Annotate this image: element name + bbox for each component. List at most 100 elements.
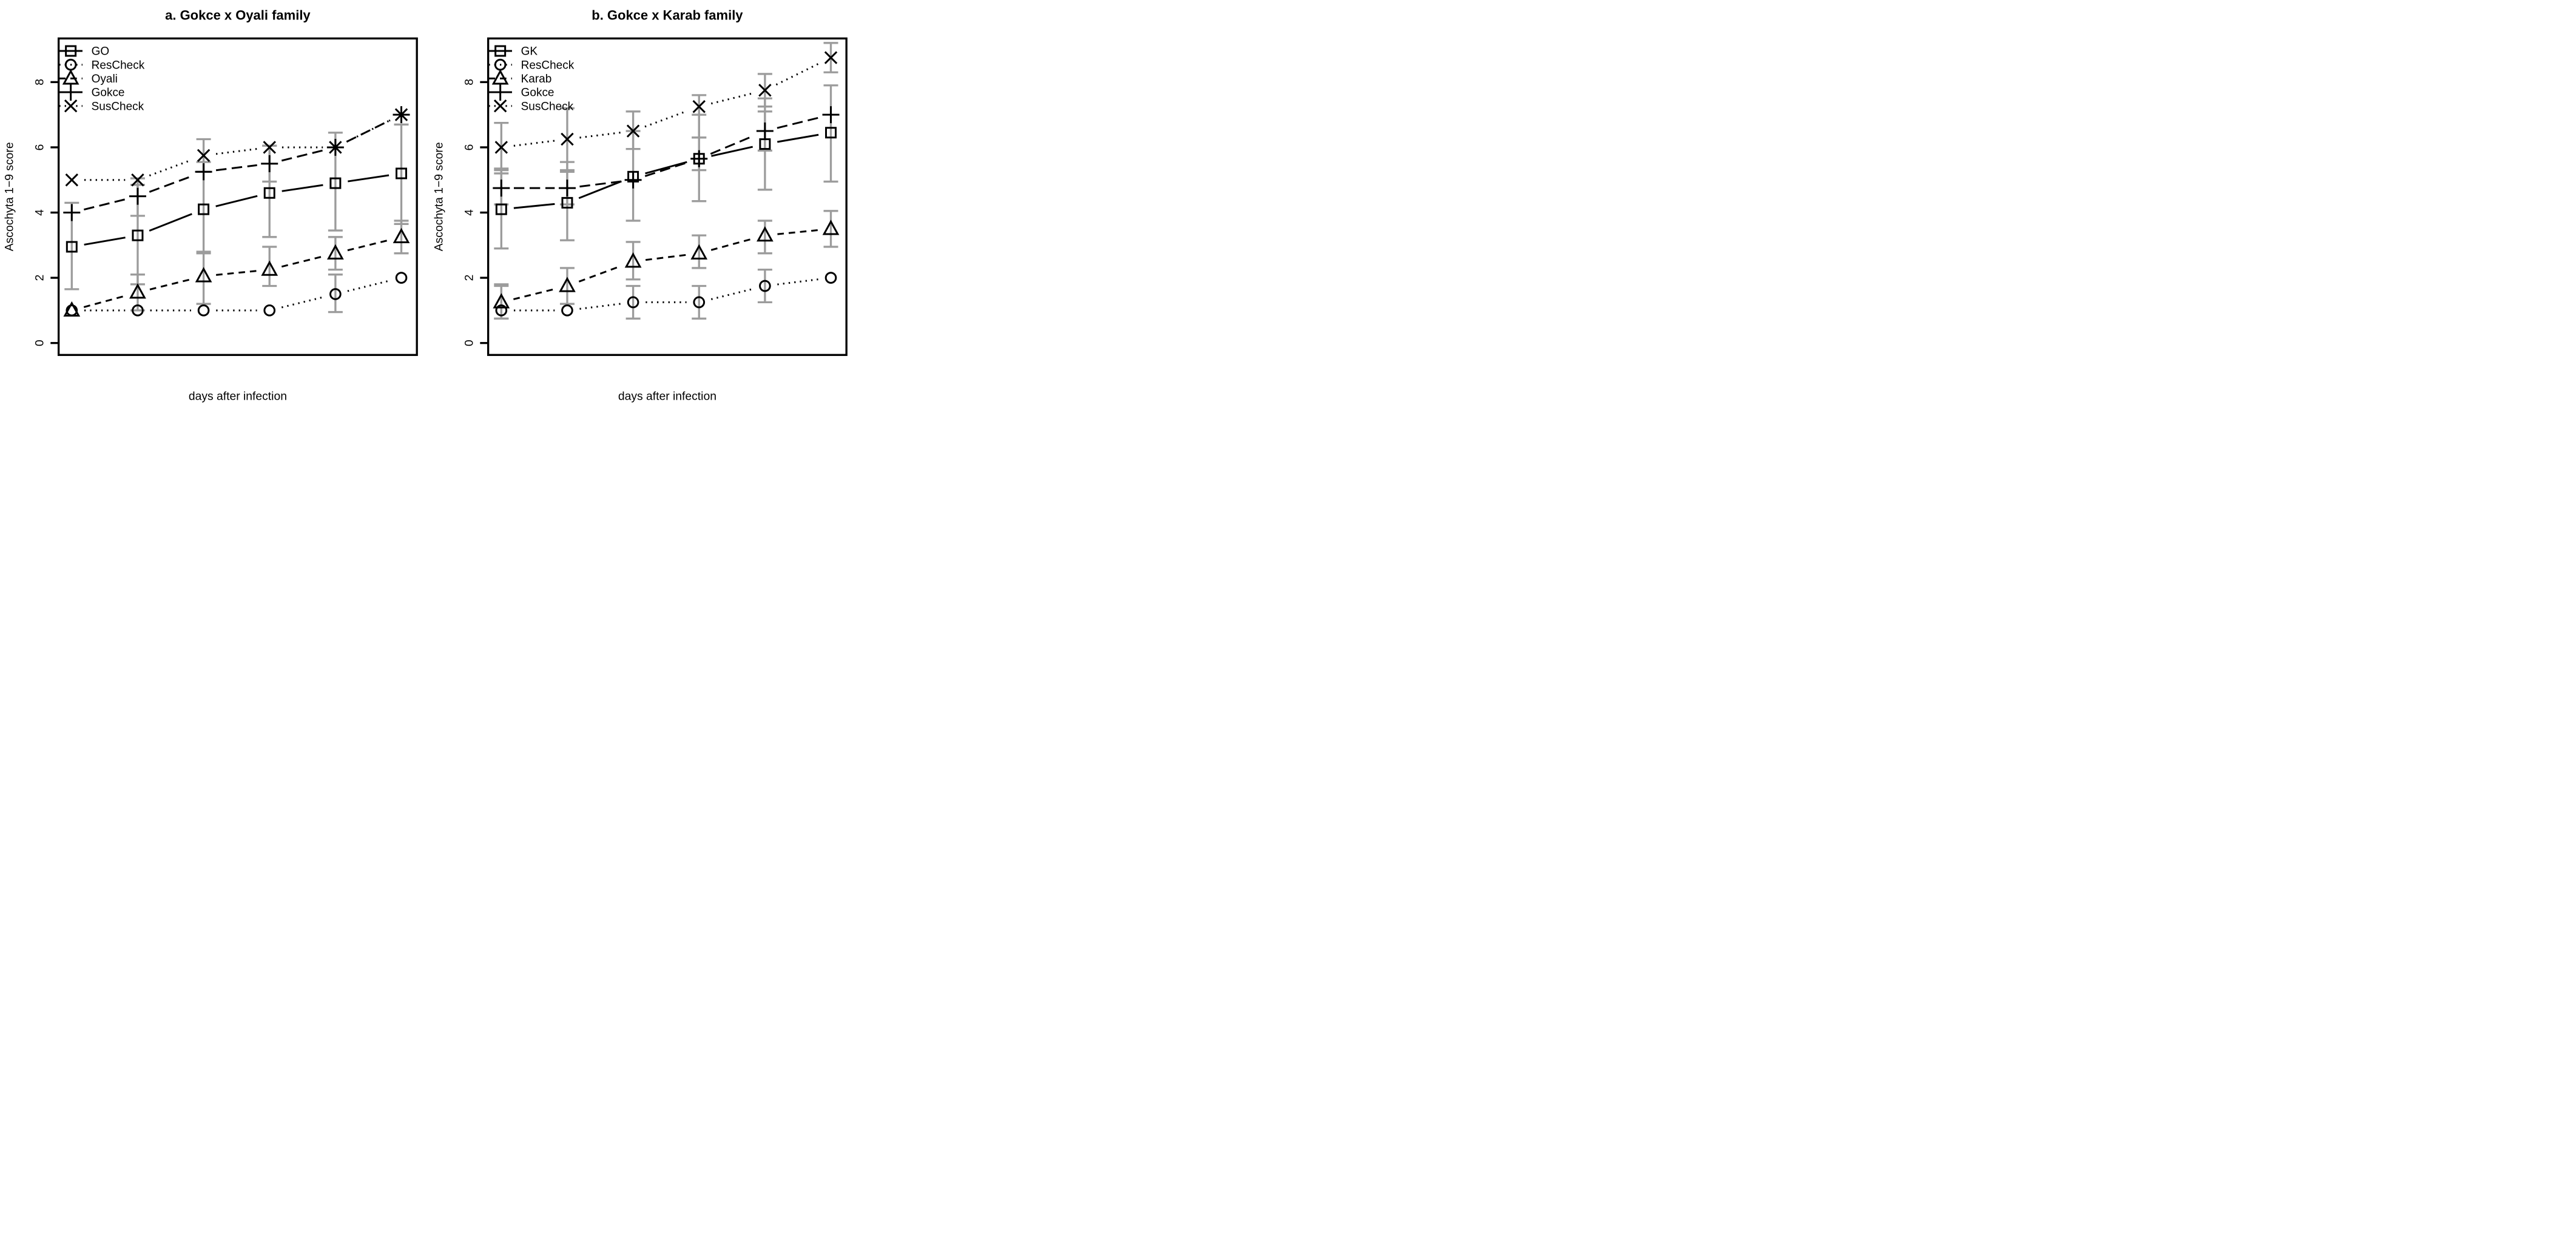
y-tick-label: 0: [463, 340, 476, 346]
SusCheck-cross-marker: [692, 99, 706, 113]
Gokce-plus-marker: [63, 204, 81, 221]
y-tick-label: 4: [463, 209, 476, 216]
panel-b-y-axis-label: Ascochyta 1−9 score: [433, 142, 445, 251]
GO-square-marker: [66, 241, 78, 253]
panel-a-y-axis-label: Ascochyta 1−9 score: [3, 142, 16, 251]
Oyali-triangle-marker: [327, 244, 344, 260]
Gokce-line-segment: [149, 175, 192, 193]
legend-label: ResCheck: [92, 59, 145, 72]
Oyali-triangle-marker: [393, 227, 410, 243]
GO-square-marker: [132, 229, 144, 241]
panel-b-title: b. Gokce x Karab family: [592, 8, 743, 23]
Gokce-plus-marker: [195, 163, 212, 181]
Karab-triangle-marker: [492, 293, 510, 309]
GK-line-segment: [578, 180, 622, 200]
Oyali-triangle-marker: [129, 283, 146, 299]
legend-label: ResCheck: [521, 59, 574, 72]
Oyali-triangle-marker: [195, 267, 212, 283]
GO-line-segment: [215, 195, 258, 207]
GO-square-marker: [396, 167, 408, 180]
panel-a-x-axis-label: days after infection: [189, 390, 287, 403]
SusCheck-cross-marker: [626, 124, 639, 138]
GO-square-marker: [198, 203, 210, 215]
panel-a-legend: GO ResCheck Oyali Gokce SusCheck: [92, 45, 145, 113]
SusCheck-line-segment: [346, 119, 391, 143]
y-tick-label: 4: [33, 209, 46, 216]
Oyali-line-segment: [347, 239, 389, 252]
SusCheck-cross-marker: [65, 173, 79, 187]
SusCheck-cross-marker: [394, 108, 408, 121]
Karab-line-segment: [710, 238, 753, 251]
Gokce-line-segment: [84, 198, 126, 210]
Karab-triangle-marker: [690, 244, 707, 260]
ResCheck-circle-marker: [824, 272, 837, 284]
y-tick-label: 8: [33, 79, 46, 86]
plot-box: [487, 37, 848, 356]
legend-plus-marker: [62, 84, 79, 101]
chart-panel-a: 0 2 4 6 8 a. Gokce x Oyali family days after…: [3, 8, 418, 403]
SusCheck-cross-marker: [131, 173, 144, 187]
SusCheck-line-segment: [579, 132, 621, 139]
SusCheck-cross-marker: [197, 149, 211, 163]
legend-label: Gokce: [521, 87, 554, 99]
legend-label: GO: [92, 45, 110, 58]
Gokce-plus-marker: [261, 155, 278, 172]
GO-line-segment: [282, 184, 323, 192]
y-tick-label: 6: [33, 144, 46, 151]
ResCheck-circle-marker: [263, 304, 276, 317]
Gokce-line-segment: [579, 180, 621, 188]
Gokce-line-segment: [215, 164, 257, 172]
legend-label: GK: [521, 45, 538, 58]
Gokce-line-segment: [777, 116, 819, 129]
legend-triangle-marker: [62, 69, 79, 85]
ResCheck-circle-marker: [494, 304, 507, 317]
SusCheck-line-segment: [513, 139, 555, 147]
Karab-line-segment: [513, 288, 555, 300]
plot-geometry-a: 0 2 4 6 8: [33, 37, 418, 356]
panel-a: 0 2 4 6 8 a. Gokce x Oyali family days after…: [0, 0, 430, 413]
SusCheck-cross-marker: [824, 51, 837, 64]
SusCheck-cross-marker: [329, 141, 342, 154]
ResCheck-line-segment: [579, 303, 621, 310]
ResCheck-circle-marker: [132, 304, 144, 317]
GK-square-marker: [561, 196, 573, 209]
Gokce-line-segment: [710, 135, 754, 155]
Oyali-triangle-marker: [63, 301, 81, 317]
Karab-triangle-marker: [822, 220, 839, 235]
plot-box: [57, 37, 418, 356]
Gokce-plus-marker: [129, 187, 146, 205]
GK-square-marker: [824, 127, 837, 139]
SusCheck-line-segment: [710, 92, 753, 105]
y-tick-label: 2: [463, 275, 476, 281]
legend-triangle-marker: [491, 69, 509, 85]
ResCheck-line-segment: [710, 288, 753, 300]
SusCheck-cross-marker: [263, 141, 276, 154]
ResCheck-circle-marker: [561, 304, 573, 317]
legend-plus-marker: [491, 84, 509, 101]
Karab-line-segment: [777, 229, 818, 235]
Oyali-line-segment: [83, 295, 126, 308]
ResCheck-circle-marker: [692, 296, 705, 309]
ResCheck-line-segment: [777, 278, 818, 286]
legend-cross-marker: [493, 99, 507, 113]
ResCheck-circle-marker: [197, 304, 210, 317]
Karab-triangle-marker: [558, 277, 576, 292]
SusCheck-line-segment: [775, 62, 820, 86]
y-tick-label: 0: [33, 340, 46, 346]
legend-label: Gokce: [92, 87, 125, 99]
Karab-line-segment: [645, 254, 687, 261]
Gokce-plus-marker: [756, 123, 774, 140]
ResCheck-circle-marker: [395, 272, 408, 284]
SusCheck-cross-marker: [560, 132, 574, 146]
panel-b-x-axis-label: days after infection: [618, 390, 716, 403]
ResCheck-circle-marker: [329, 288, 342, 300]
legend-cross-marker: [64, 99, 78, 113]
SusCheck-cross-marker: [758, 84, 772, 97]
Oyali-line-segment: [281, 255, 324, 268]
Gokce-plus-marker: [624, 171, 642, 189]
SusCheck-line-segment: [215, 147, 257, 155]
legend-label: SusCheck: [92, 100, 144, 113]
SusCheck-cross-marker: [494, 141, 508, 154]
GK-square-marker: [495, 203, 507, 215]
Gokce-plus-marker: [690, 150, 707, 167]
